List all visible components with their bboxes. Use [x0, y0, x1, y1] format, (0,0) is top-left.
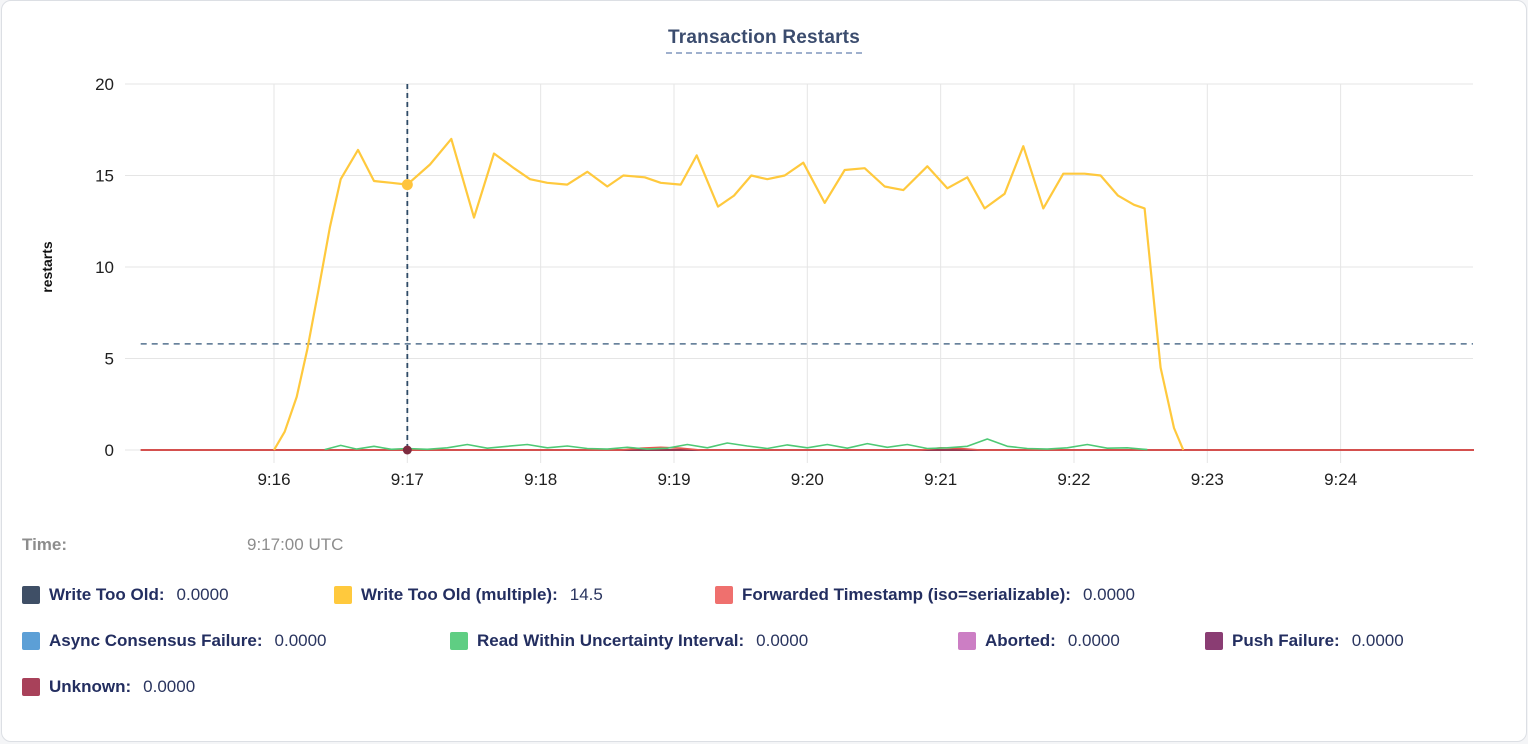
series-line-forwarded-timestamp-iso-serializable- — [140, 446, 1474, 451]
y-tick-label: 0 — [105, 441, 114, 460]
legend-value: 0.0000 — [1067, 631, 1120, 650]
legend-item-unknown: Unknown: 0.0000 — [22, 677, 195, 697]
legend-row: Write Too Old: 0.0000 Write Too Old (multi… — [22, 585, 1506, 605]
legend-value: 0.0000 — [176, 585, 229, 604]
chart-title-wrap: Transaction Restarts — [2, 27, 1526, 54]
x-tick-label: 9:24 — [1324, 470, 1357, 489]
legend-row: Unknown: 0.0000 — [22, 677, 1506, 697]
legend-value: 0.0000 — [143, 677, 196, 696]
legend-value: 0.0000 — [756, 631, 809, 650]
legend-swatch-push-failure — [1205, 632, 1223, 650]
legend-label: Write Too Old (multiple): — [361, 585, 558, 604]
y-axis-label: restarts — [39, 241, 55, 293]
legend-item-write-too-old-multiple: Write Too Old (multiple): 14.5 — [334, 585, 715, 605]
legend-item-aborted: Aborted: 0.0000 — [958, 631, 1205, 651]
legend-item-async-consensus-failure: Async Consensus Failure: 0.0000 — [22, 631, 450, 651]
y-tick-label: 5 — [105, 350, 114, 369]
legend-swatch-aborted — [958, 632, 976, 650]
chart-title[interactable]: Transaction Restarts — [666, 27, 862, 54]
x-tick-label: 9:20 — [791, 470, 824, 489]
hover-time-row: Time: 9:17:00 UTC — [22, 535, 343, 555]
x-tick-label: 9:17 — [391, 470, 424, 489]
legend-value: 0.0000 — [1351, 631, 1404, 650]
transaction-restarts-plot[interactable]: 0 5 10 15 20 9:16 9:17 9:18 9:19 9:20 9:21 9:22 9:23… — [2, 61, 1527, 521]
legend-label: Unknown: — [49, 677, 132, 696]
hover-dot-unknown — [402, 445, 412, 455]
chart-legend: Write Too Old: 0.0000 Write Too Old (multi… — [22, 585, 1506, 723]
series-line-read-within-uncertainty-interval — [324, 438, 1148, 451]
legend-row: Async Consensus Failure: 0.0000 Read Withi… — [22, 631, 1506, 651]
legend-swatch-unknown — [22, 678, 40, 696]
legend-item-push-failure: Push Failure: 0.0000 — [1205, 631, 1404, 651]
x-tick-label: 9:16 — [257, 470, 290, 489]
legend-label: Write Too Old: — [49, 585, 165, 604]
legend-swatch-write-too-old-multiple — [334, 586, 352, 604]
x-tick-label: 9:19 — [657, 470, 690, 489]
legend-label: Push Failure: — [1232, 631, 1340, 650]
x-tick-label: 9:23 — [1191, 470, 1224, 489]
legend-item-forwarded-timestamp: Forwarded Timestamp (iso=serializable): 0… — [715, 585, 1135, 605]
hover-time-label: Time: — [22, 535, 68, 554]
y-tick-label: 15 — [95, 167, 114, 186]
legend-swatch-forwarded-timestamp — [715, 586, 733, 604]
x-tick-label: 9:18 — [524, 470, 557, 489]
legend-item-write-too-old: Write Too Old: 0.0000 — [22, 585, 334, 605]
legend-swatch-async-consensus-failure — [22, 632, 40, 650]
legend-label: Aborted: — [985, 631, 1056, 650]
legend-label: Read Within Uncertainty Interval: — [477, 631, 745, 650]
y-tick-label: 10 — [95, 258, 114, 277]
y-tick-label: 20 — [95, 75, 114, 94]
legend-swatch-write-too-old — [22, 586, 40, 604]
legend-item-read-within-uncertainty-interval: Read Within Uncertainty Interval: 0.0000 — [450, 631, 958, 651]
x-tick-label: 9:21 — [924, 470, 957, 489]
hover-time-value: 9:17:00 UTC — [247, 535, 344, 554]
legend-label: Forwarded Timestamp (iso=serializable): — [742, 585, 1071, 604]
x-tick-label: 9:22 — [1057, 470, 1090, 489]
legend-label: Async Consensus Failure: — [49, 631, 263, 650]
legend-value: 0.0000 — [1082, 585, 1135, 604]
hover-dot-write-too-old-multiple- — [401, 179, 413, 191]
series-line-write-too-old-multiple- — [273, 137, 1185, 451]
legend-swatch-read-within-uncertainty-interval — [450, 632, 468, 650]
legend-value: 14.5 — [569, 585, 603, 604]
legend-value: 0.0000 — [274, 631, 327, 650]
